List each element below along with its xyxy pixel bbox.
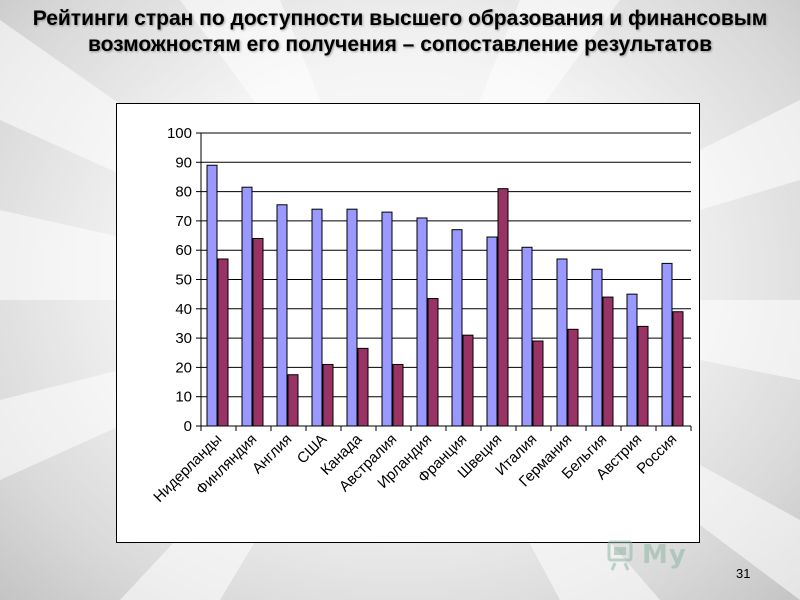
y-tick-label: 90 (175, 154, 192, 171)
bar-chart: 0102030405060708090100НидерландыФинлянди… (150, 125, 692, 506)
bar (427, 298, 439, 427)
bar (346, 208, 358, 427)
chart-frame: 0 10 20 30 40 50 60 70 80 90 100 Нидерланды Финлянди… (116, 103, 700, 543)
bar (637, 325, 649, 427)
bar (497, 188, 509, 427)
y-tick-label: 50 (175, 272, 192, 289)
bar (322, 363, 334, 427)
bar (556, 258, 568, 427)
y-tick-label: 70 (175, 213, 192, 230)
bar (287, 374, 299, 427)
monitor-screen-icon (607, 540, 633, 571)
y-tick-label: 80 (175, 184, 192, 201)
y-tick-label: 10 (175, 389, 192, 406)
bar (381, 211, 393, 427)
bar (521, 246, 533, 427)
bar (241, 186, 253, 427)
y-tick-label: 60 (175, 242, 192, 259)
bar (591, 268, 603, 427)
bar (661, 262, 673, 427)
bar (602, 296, 614, 427)
y-tick-label: 100 (167, 125, 192, 142)
logo: My (606, 538, 766, 572)
bar (626, 293, 638, 427)
bar (672, 311, 684, 427)
y-tick-label: 40 (175, 301, 192, 318)
bar (392, 363, 404, 427)
bar (486, 236, 498, 427)
page-number: 31 (736, 566, 751, 581)
slide-title: Рейтинги стран по доступности высшего об… (32, 7, 768, 56)
bar (451, 229, 463, 427)
y-tick-label: 0 (184, 418, 192, 435)
bar (567, 328, 579, 427)
category-label: Англия (249, 431, 295, 477)
bar (416, 217, 428, 427)
bar (252, 237, 264, 427)
bar (311, 208, 323, 427)
bar (276, 204, 288, 427)
bar (217, 258, 229, 427)
bar (462, 334, 474, 427)
y-tick-label: 30 (175, 330, 192, 347)
bar (532, 340, 544, 427)
category-label: Россия (634, 431, 681, 478)
y-tick-label: 20 (175, 359, 192, 376)
bar (357, 347, 369, 427)
logo-text: My (642, 540, 687, 570)
bar (206, 164, 218, 427)
